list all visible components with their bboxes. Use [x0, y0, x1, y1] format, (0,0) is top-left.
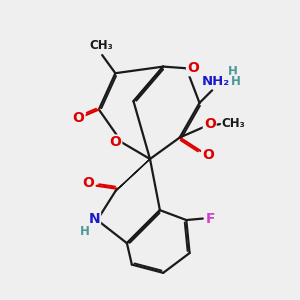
Text: O: O [204, 117, 216, 131]
Text: H: H [80, 225, 89, 238]
Text: O: O [82, 176, 94, 190]
Polygon shape [115, 159, 150, 192]
Text: N: N [88, 212, 100, 226]
Text: H: H [231, 75, 241, 88]
Text: O: O [202, 148, 214, 162]
Text: CH₃: CH₃ [90, 39, 113, 52]
Text: H: H [228, 65, 238, 78]
Text: CH₃: CH₃ [222, 117, 246, 130]
Text: O: O [187, 61, 199, 75]
Text: O: O [73, 111, 85, 125]
Text: O: O [110, 136, 121, 149]
Text: F: F [206, 212, 216, 226]
Text: NH₂: NH₂ [202, 75, 230, 88]
